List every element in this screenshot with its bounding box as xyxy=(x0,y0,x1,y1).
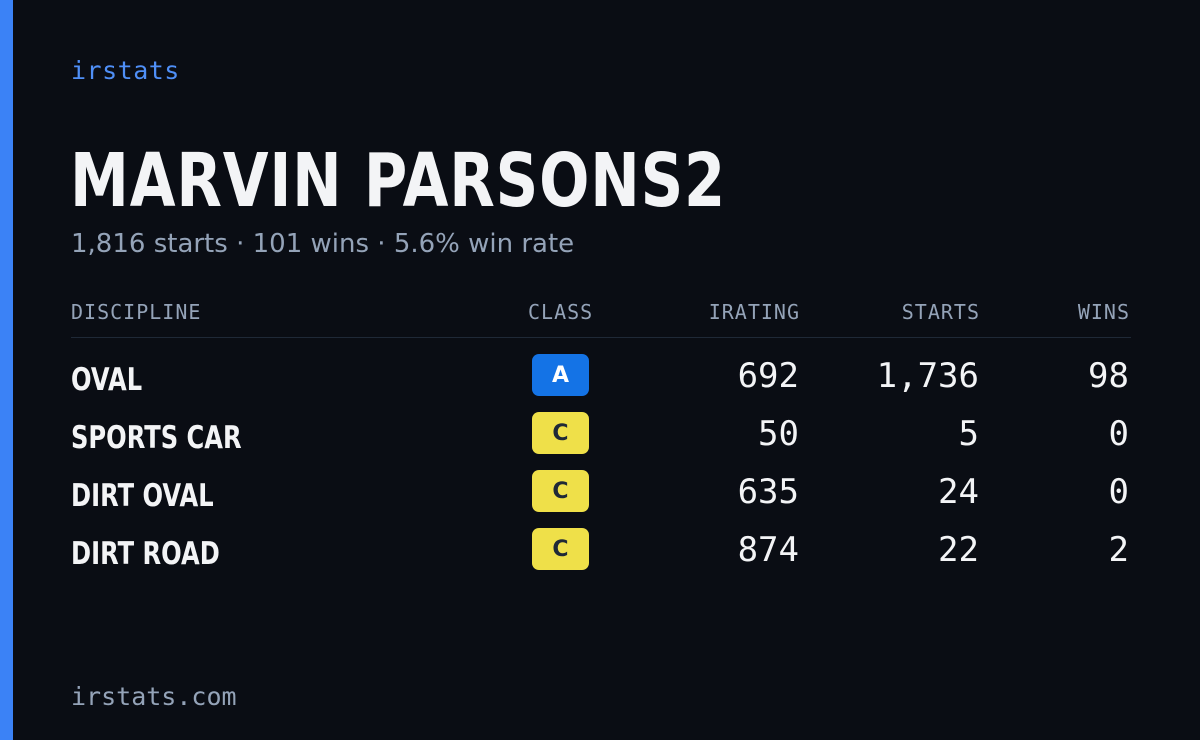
starts-value: 24 xyxy=(938,472,979,512)
total-wins: 101 wins xyxy=(252,229,370,259)
wins-value: 2 xyxy=(1108,530,1129,570)
header-discipline: DISCIPLINE xyxy=(71,300,202,324)
wins-value: 0 xyxy=(1108,414,1129,454)
irating-value: 635 xyxy=(737,472,799,512)
wins-value: 0 xyxy=(1108,472,1129,512)
table-row: OVAL A 692 1,736 98 xyxy=(71,354,1131,404)
wins-value: 98 xyxy=(1088,356,1129,396)
table-row: SPORTS CAR C 50 5 0 xyxy=(71,412,1131,462)
brand-logo-text[interactable]: irstats xyxy=(71,56,180,85)
driver-summary: 1,816 starts · 101 wins · 5.6% win rate xyxy=(71,229,574,259)
table-row: DIRT ROAD C 874 22 2 xyxy=(71,528,1131,578)
discipline-name: SPORTS CAR xyxy=(71,420,242,456)
class-badge: C xyxy=(532,470,589,512)
win-rate: 5.6% win rate xyxy=(393,229,575,259)
class-badge: C xyxy=(532,528,589,570)
discipline-name: OVAL xyxy=(71,362,143,398)
irating-value: 50 xyxy=(758,414,799,454)
header-class: CLASS xyxy=(528,300,594,324)
irating-value: 874 xyxy=(737,530,799,570)
starts-value: 5 xyxy=(958,414,979,454)
driver-name: MARVIN PARSONS2 xyxy=(70,138,727,224)
total-starts: 1,816 starts xyxy=(71,229,228,259)
irating-value: 692 xyxy=(737,356,799,396)
separator: · xyxy=(236,229,245,259)
class-badge: A xyxy=(532,354,589,396)
header-wins: WINS xyxy=(1077,300,1130,324)
starts-value: 22 xyxy=(938,530,979,570)
starts-value: 1,736 xyxy=(876,356,979,396)
discipline-name: DIRT OVAL xyxy=(71,478,214,514)
table-header: DISCIPLINE CLASS IRATING STARTS WINS xyxy=(71,300,1131,330)
separator: · xyxy=(377,229,386,259)
header-irating: IRATING xyxy=(708,300,800,324)
discipline-name: DIRT ROAD xyxy=(71,536,220,572)
footer-url[interactable]: irstats.com xyxy=(71,682,237,711)
header-starts: STARTS xyxy=(901,300,980,324)
header-divider xyxy=(71,337,1131,338)
accent-bar xyxy=(0,0,13,740)
class-badge: C xyxy=(532,412,589,454)
table-row: DIRT OVAL C 635 24 0 xyxy=(71,470,1131,520)
